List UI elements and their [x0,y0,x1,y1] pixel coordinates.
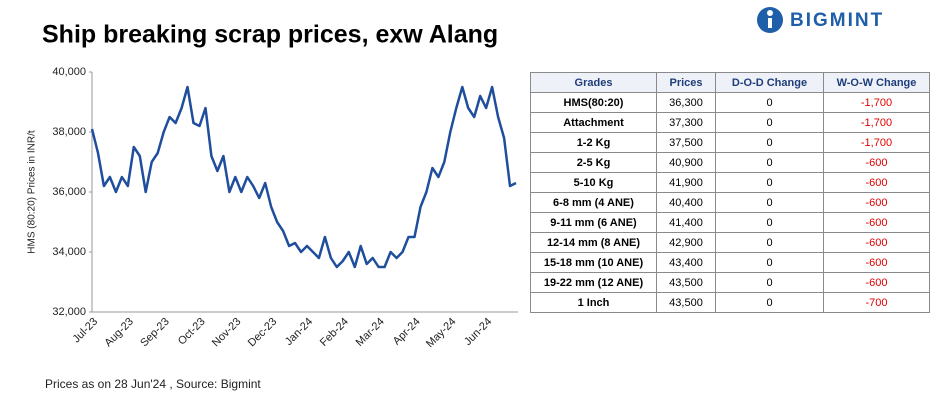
x-tick-label: Oct-23 [176,316,208,348]
logo-icon-dot [767,10,773,16]
price-table: Grades Prices D-O-D Change W-O-W Change HMS(… [530,72,930,313]
table-row-cell: 0 [715,132,824,153]
table-row-cell: 42,900 [656,232,716,253]
table-row-cell: 0 [715,272,824,293]
table-row-cell: 15-18 mm (10 ANE) [530,252,657,273]
footer-note: Prices as on 28 Jun'24 , Source: Bigmint [45,377,261,391]
table-row-cell: 0 [715,292,824,313]
table-row-cell: 43,500 [656,292,716,313]
price-line [90,85,517,269]
x-tick-label: Apr-24 [391,316,423,348]
table-row-cell: 43,400 [656,252,716,273]
table-row-cell: 40,400 [656,192,716,213]
table-row-cell: 12-14 mm (8 ANE) [530,232,657,253]
table-row-cell: 41,400 [656,212,716,233]
header-row-cell: D-O-D Change [715,72,824,93]
table-row-cell: -1,700 [823,92,930,113]
table-row-cell: -1,700 [823,112,930,133]
x-tick-label: May-24 [424,316,458,350]
table-row-cell: -600 [823,232,930,253]
table-row-cell: 0 [715,112,824,133]
table-row: 1-2 Kg 37,500 0 -1,700 [530,132,930,153]
y-tick-label: 40,000 [52,66,86,78]
header-row-cell: Prices [656,72,716,93]
table-row-cell: 6-8 mm (4 ANE) [530,192,657,213]
table-row-cell: 0 [715,192,824,213]
table-row-cell: 41,900 [656,172,716,193]
table-row-cell: 37,300 [656,112,716,133]
table-row-cell: -600 [823,172,930,193]
x-tick-label: Jul-23 [70,316,100,346]
logo-icon-bar [768,18,772,28]
table-row-cell: 0 [715,152,824,173]
table-row-cell: 0 [715,92,824,113]
table-row-cell: -600 [823,152,930,173]
brand: BIGMINT [790,10,884,31]
table-row: 1 Inch 43,500 0 -700 [530,292,930,313]
table-row: 2-5 Kg 40,900 0 -600 [530,152,930,173]
table-row-cell: 2-5 Kg [530,152,657,173]
table-row-cell: 19-22 mm (12 ANE) [530,272,657,293]
table-row-cell: 0 [715,232,824,253]
table-row: 19-22 mm (12 ANE) 43,500 0 -600 [530,272,930,293]
x-tick-label: Jan-24 [283,316,315,348]
header-row-cell: Grades [530,72,657,93]
table-row-cell: 0 [715,172,824,193]
table-row: 6-8 mm (4 ANE) 40,400 0 -600 [530,192,930,213]
table-row-cell: HMS(80:20) [530,92,657,113]
x-tick-label: Sep-23 [138,316,172,350]
table-row-cell: 40,900 [656,152,716,173]
x-tick-label: Feb-24 [318,316,351,349]
table-row: 5-10 Kg 41,900 0 -600 [530,172,930,193]
table-row-cell: 43,500 [656,272,716,293]
x-tick-label: Nov-23 [210,316,244,350]
table-row-cell: 0 [715,212,824,233]
table-row-cell: 5-10 Kg [530,172,657,193]
y-tick-label: 34,000 [52,246,86,258]
table-row-cell: -1,700 [823,132,930,153]
table-row-cell: 36,300 [656,92,716,113]
table-row-cell: -700 [823,292,930,313]
x-tick-label: Jun-24 [462,316,494,348]
table-row-cell: Attachment [530,112,657,133]
table-row-cell: -600 [823,272,930,293]
table-row: 12-14 mm (8 ANE) 42,900 0 -600 [530,232,930,253]
table-row-cell: 1 Inch [530,292,657,313]
x-tick-label: Mar-24 [354,316,387,349]
y-tick-label: 38,000 [52,126,86,138]
table-row: 9-11 mm (6 ANE) 41,400 0 -600 [530,212,930,233]
table-row-cell: -600 [823,192,930,213]
x-tick-label: Dec-23 [246,316,280,350]
table-row-cell: -600 [823,212,930,233]
x-tick-label: Aug-23 [102,316,136,350]
table-row: HMS(80:20) 36,300 0 -1,700 [530,92,930,113]
header-row-cell: W-O-W Change [823,72,930,93]
table-row-cell: -600 [823,252,930,273]
y-tick-label: 36,000 [52,186,86,198]
y-tick-label: 32,000 [52,306,86,318]
table-row: 15-18 mm (10 ANE) 43,400 0 -600 [530,252,930,273]
y-axis-label: HMS (80:20) Prices in INR/t [27,130,38,254]
table-row-cell: 1-2 Kg [530,132,657,153]
table-row-cell: 37,500 [656,132,716,153]
table-row-cell: 0 [715,252,824,273]
title: Ship breaking scrap prices, exw Alang [42,21,498,49]
table-row: Attachment 37,300 0 -1,700 [530,112,930,133]
table-row-cell: 9-11 mm (6 ANE) [530,212,657,233]
header-row: Grades Prices D-O-D Change W-O-W Change [530,72,930,93]
